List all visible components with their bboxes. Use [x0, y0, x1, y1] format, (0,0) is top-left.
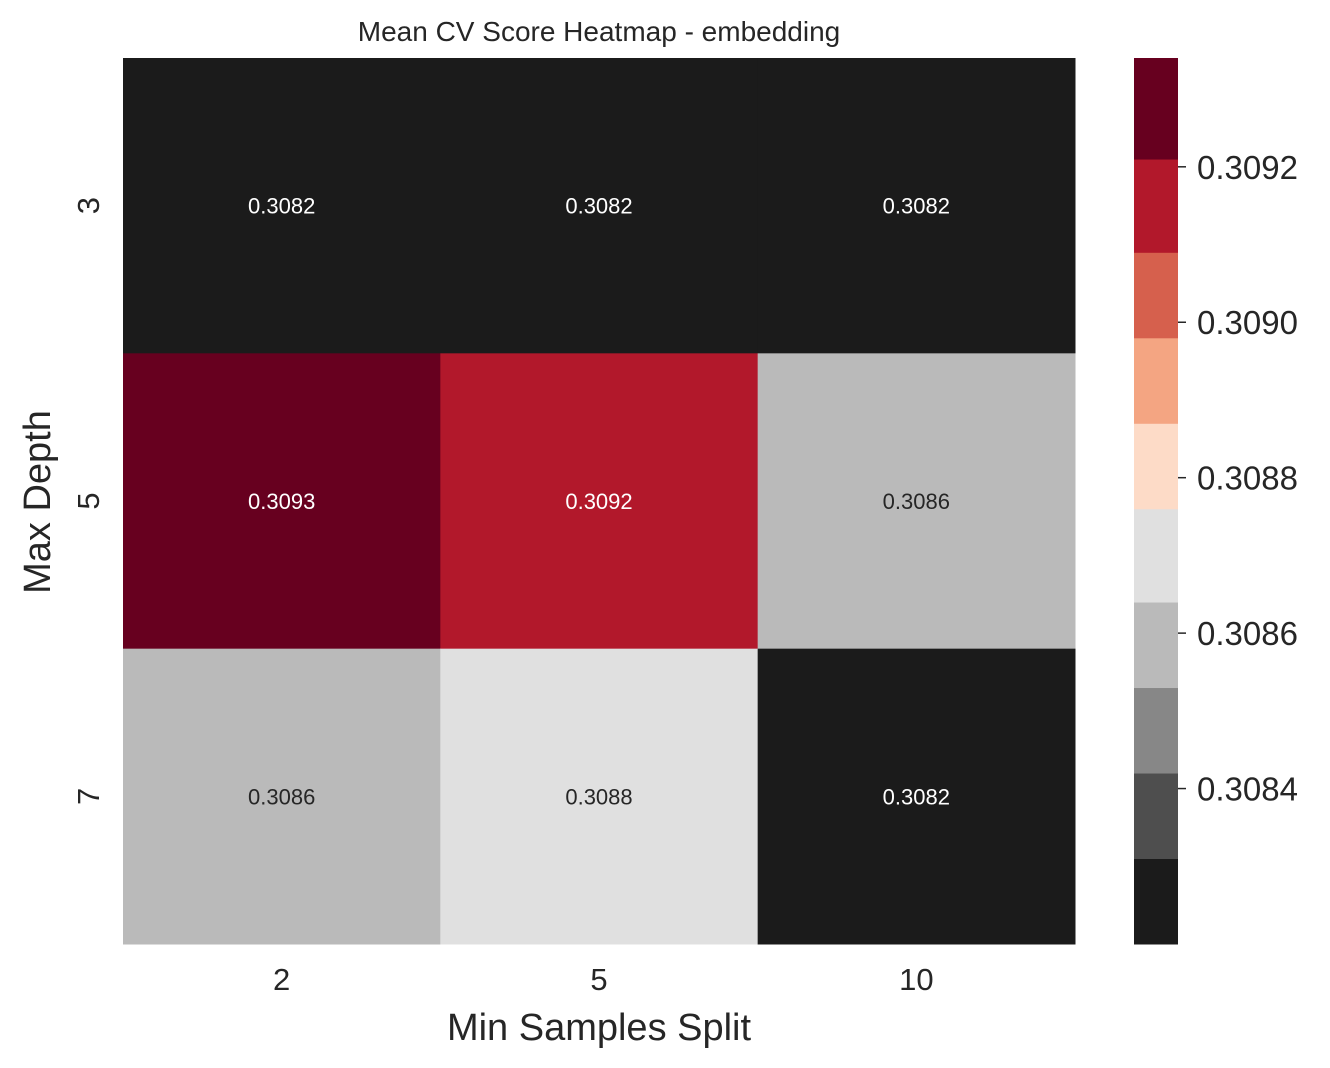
colorbar-segment	[1134, 687, 1178, 774]
colorbar-tick-label: 0.3090	[1197, 304, 1298, 341]
cell-value-label: 0.3086	[248, 784, 315, 809]
colorbar-segment	[1134, 337, 1178, 424]
cell-value-label: 0.3093	[248, 489, 315, 514]
cell-value-label: 0.3086	[883, 489, 950, 514]
y-axis-label: Max Depth	[17, 410, 59, 594]
colorbar-segment	[1134, 252, 1178, 339]
colorbar-tick-label: 0.3092	[1197, 149, 1298, 186]
colorbar-segment	[1134, 602, 1178, 689]
cell-value-label: 0.3082	[248, 194, 315, 219]
colorbar-tick-label: 0.3088	[1197, 460, 1298, 497]
x-axis-label: Min Samples Split	[447, 1007, 752, 1049]
colorbar-segment	[1134, 858, 1178, 945]
cell-value-label: 0.3082	[883, 194, 950, 219]
heatmap-cell	[440, 648, 759, 945]
heatmap-cell	[123, 648, 441, 945]
cell-value-label: 0.3088	[565, 784, 632, 809]
chart-title: Mean CV Score Heatmap - embedding	[358, 16, 840, 47]
cell-value-label: 0.3092	[565, 489, 632, 514]
colorbar-tick-labels: 0.3084 0.3086 0.3088 0.3090 0.3092	[1178, 149, 1298, 808]
heatmap-cell	[123, 353, 441, 650]
x-tick-label: 2	[273, 962, 290, 997]
heatmap-cell	[757, 353, 1076, 650]
x-tick-labels: 2 5 10	[273, 962, 934, 997]
heatmap-cells: 0.3082 0.3082 0.3082 0.3093 0.3092 0.3086 0.30…	[123, 58, 1076, 945]
colorbar-segment	[1134, 773, 1178, 860]
x-tick-label: 5	[590, 962, 607, 997]
colorbar-segment	[1134, 159, 1178, 253]
heatmap-cell	[440, 353, 759, 650]
colorbar-tick-label: 0.3084	[1197, 771, 1298, 808]
y-tick-label: 5	[71, 492, 106, 509]
cell-value-label: 0.3082	[883, 784, 950, 809]
heatmap-cell	[757, 58, 1076, 354]
colorbar	[1134, 58, 1178, 945]
heatmap-cell	[757, 648, 1076, 945]
y-tick-labels: 3 5 7	[71, 197, 106, 805]
colorbar-segment	[1134, 508, 1178, 603]
y-tick-label: 3	[71, 197, 106, 214]
colorbar-segment	[1134, 58, 1178, 160]
colorbar-segment	[1134, 423, 1178, 510]
colorbar-tick-label: 0.3086	[1197, 615, 1298, 652]
y-tick-label: 7	[71, 788, 106, 805]
x-tick-label: 10	[899, 962, 933, 997]
cell-value-label: 0.3082	[565, 194, 632, 219]
heatmap-cell	[123, 58, 441, 354]
heatmap-cell	[440, 58, 759, 354]
